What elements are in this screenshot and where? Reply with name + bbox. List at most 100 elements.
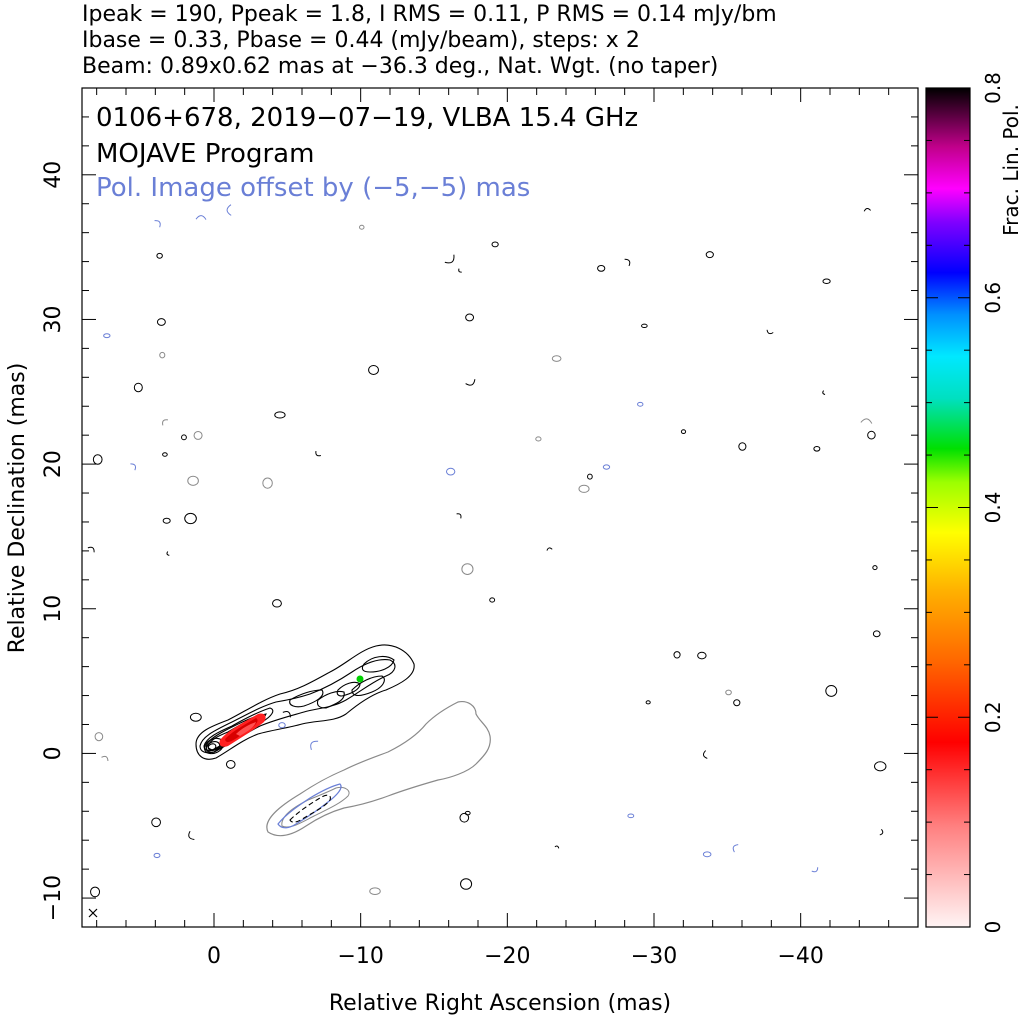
x-tick-label: −10 [337, 944, 383, 969]
noise-contour [546, 547, 553, 551]
colorbar-label: Frac. Lin. Pol. [999, 104, 1023, 236]
noise-contour [461, 563, 474, 575]
noise-contour [94, 732, 104, 742]
image-content: 0106+678, 2019−07−19, VLBA 15.4 GHz MOJA… [87, 103, 887, 918]
noise-contour [195, 215, 207, 220]
noise-contour [101, 755, 109, 762]
noise-contour [87, 546, 95, 553]
noise-contour [154, 220, 161, 228]
noise-contour [464, 810, 471, 816]
noise-contour [822, 278, 831, 285]
noise-contour [133, 382, 143, 393]
noise-contour [184, 512, 197, 525]
noise-contour [766, 329, 774, 335]
y-tick-label: −10 [41, 875, 66, 921]
noise-contour [156, 318, 166, 326]
noise-contour [460, 878, 473, 890]
noise-contour [702, 851, 712, 858]
noise-contour [278, 722, 286, 729]
noise-contour [872, 565, 878, 571]
noise-contour [491, 241, 499, 248]
noise-contour [587, 473, 593, 480]
noise-contour [162, 517, 171, 524]
noise-contour [641, 323, 648, 329]
colorbar-ticks: 0 0.2 0.4 0.6 0.8 [926, 72, 1005, 933]
noise-contour [359, 224, 365, 230]
pol-envelope-inner-contour [281, 787, 350, 828]
noise-contour [225, 759, 236, 769]
noise-contour [872, 630, 881, 638]
noise-contour [274, 411, 286, 419]
noise-contour [226, 204, 232, 216]
noise-contour [489, 597, 496, 603]
colorbar-tick-label: 0 [981, 921, 1005, 934]
noise-contour [738, 442, 747, 451]
pol-contour-dashed [289, 794, 331, 823]
y-tick-label: 20 [41, 450, 66, 478]
plot-frame [81, 87, 919, 928]
noise-contour [181, 434, 187, 441]
noise-contour [811, 867, 819, 873]
axis-ticks [82, 88, 918, 927]
noise-contour [825, 684, 838, 697]
noise-contour [446, 467, 456, 476]
noise-contour [465, 379, 476, 386]
noise-contour [310, 740, 319, 751]
noise-contour [456, 513, 462, 519]
noise-contour [697, 651, 707, 660]
noise-contour [282, 710, 291, 718]
noise-contour [645, 700, 651, 705]
noise-contour [187, 475, 199, 486]
noise-contour [188, 830, 195, 840]
header-line-beam: Beam: 0.89x0.62 mas at −36.3 deg., Nat. … [82, 54, 719, 79]
header-line-peaks: Ipeak = 190, Ppeak = 1.8, I RMS = 0.11, … [82, 2, 777, 27]
pol-offset-annotation: Pol. Image offset by (−5,−5) mas [96, 173, 530, 203]
noise-contour [459, 812, 470, 823]
y-tick-label: 40 [41, 161, 66, 189]
plot-title-line1: 0106+678, 2019−07−19, VLBA 15.4 GHz [96, 103, 638, 133]
noise-contour [813, 445, 821, 452]
noise-contour [159, 351, 166, 359]
axis-tick-labels: 0 −10 −20 −30 −40 −10 0 10 20 30 40 [41, 161, 824, 969]
y-tick-label: 10 [41, 595, 66, 623]
colorbar-tick-label: 0.2 [981, 701, 1005, 733]
noise-contour [602, 464, 611, 470]
noise-contour [725, 689, 732, 696]
noise-contour [92, 454, 103, 465]
noise-contour [272, 599, 282, 608]
noise-contour [156, 252, 163, 259]
noise-contours [87, 204, 887, 898]
x-tick-label: −20 [484, 944, 530, 969]
noise-contour [863, 207, 872, 212]
pol-contour [277, 783, 342, 829]
noise-contour [535, 436, 542, 442]
noise-contour [315, 451, 321, 457]
noise-contour [874, 761, 887, 772]
noise-contour [624, 258, 631, 267]
noise-contour [130, 463, 137, 471]
x-tick-label: −40 [777, 944, 823, 969]
noise-contour [637, 401, 644, 407]
noise-contour [597, 264, 606, 272]
noise-contour [103, 333, 111, 339]
header-line-base: Ibase = 0.33, Pbase = 0.44 (mJy/beam), s… [82, 28, 640, 53]
noise-contour [193, 430, 203, 440]
noise-contour [166, 551, 170, 556]
noise-contour [733, 699, 741, 707]
y-tick-label: 0 [41, 746, 66, 760]
pol-envelope-contour [266, 701, 491, 837]
x-tick-label: 0 [207, 944, 221, 969]
noise-contour [444, 254, 455, 264]
plot-title-line2: MOJAVE Program [96, 139, 314, 169]
noise-contour [554, 845, 560, 849]
y-axis-label: Relative Declination (mas) [5, 363, 30, 654]
x-axis-label: Relative Right Ascension (mas) [329, 991, 671, 1016]
noise-contour [369, 887, 381, 895]
noise-contour [189, 712, 202, 722]
noise-contour [551, 355, 562, 362]
fractional-pol-pixels [219, 675, 364, 747]
noise-contour [465, 313, 475, 322]
noise-contour [627, 813, 635, 819]
noise-contour [162, 419, 169, 426]
